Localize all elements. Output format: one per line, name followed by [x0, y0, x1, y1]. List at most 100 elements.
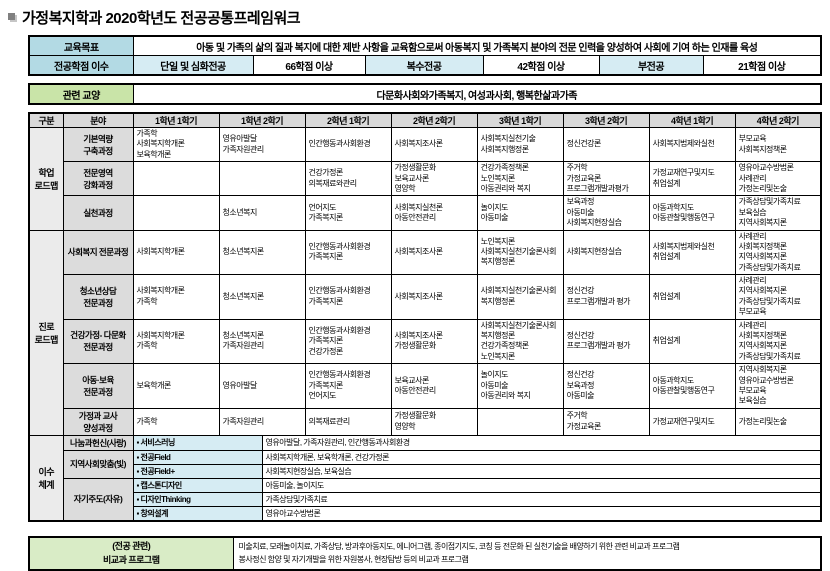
course-cell: 사회복지학개론 가족학: [132, 274, 220, 320]
course-name: 가정생활문화: [394, 163, 437, 173]
column-header-semester: 1학년 1학기: [132, 112, 220, 128]
course-name: 주거학: [566, 411, 588, 421]
course-name: 정신건강: [566, 286, 595, 296]
liberal-arts-text: 다문화사회와가족복지, 여성과사회, 행복한삶과가족: [132, 83, 822, 105]
course-name: 사회복지실천기술: [480, 134, 536, 144]
goal-credits-table: 교육목표 아동 및 가족의 삶의 질과 복지에 대한 제반 사항을 교육함으로써…: [28, 35, 823, 76]
course-name: 지역사회복지론: [738, 286, 788, 296]
category-label: 기본역량 구축과정: [62, 126, 134, 163]
curriculum-row: 청소년상담 전문과정 사회복지학개론 가족학 청소년복지론 인간행동과사회환경 가족복지론…: [29, 274, 822, 320]
course-name: 보육학개론: [136, 380, 172, 390]
course-name: 영양학: [394, 421, 416, 431]
course-name: 사회복지현장실습: [566, 218, 622, 228]
program-name: ▪ 전공Field: [132, 449, 263, 465]
curriculum-row: 건강가정- 다문화 전문과정 사회복지학개론 가족학 청소년복지론 가족자원관리 인간행동…: [29, 318, 822, 365]
program-courses: 사회복지학개론, 보육학개론, 건강가정론: [261, 449, 822, 465]
program-courses: 가족상담및가족치료: [261, 491, 822, 507]
course-name: 가정교재연구및지도: [652, 168, 715, 178]
course-cell: 보육학개론: [132, 363, 220, 409]
course-name: 가족학: [136, 341, 158, 351]
page-title: 가정복지학과 2020학년도 전공공통프레임워크: [22, 10, 301, 27]
course-name: 사회복지학개론: [136, 286, 186, 296]
course-name: 아동안전관리: [394, 385, 437, 395]
course-name: 가정교육론: [566, 421, 602, 431]
course-cell: 놀이지도 아동미술 아동권리와 복지: [476, 363, 564, 409]
course-cell: 사회복지실천기술론사회복지행정론: [476, 274, 564, 320]
system-category-label: 지역사회맞춤(빛): [62, 449, 134, 479]
course-cell: 주거학 가정교육론 프로그램개발과평가: [562, 161, 650, 197]
program-name: ▪ 전공Field+: [132, 463, 263, 479]
program-courses: 영유아교수방법론: [261, 505, 822, 522]
course-name: 아동미술: [566, 391, 595, 401]
course-name: 건강가정론: [308, 346, 344, 356]
course-name: 사회복지조사론: [394, 291, 444, 301]
course-name: 사례관리: [738, 173, 767, 183]
course-name: 가족자원관리: [222, 341, 265, 351]
course-name: 사회복지실천론: [394, 202, 444, 212]
course-cell: 가족학: [132, 407, 220, 436]
course-name: 사회복지조사론: [394, 247, 444, 257]
course-name: 사회복지실천기술론사회복지행정론: [480, 247, 557, 267]
course-name: 가정교육론: [566, 173, 602, 183]
curriculum-row: 실천과정 청소년복지 언어지도 가족복지론 사회복지실천론 아동안전관리 놀이지도 아동미술 보…: [29, 195, 822, 231]
course-name: 노인복지론: [480, 236, 516, 246]
group-label: 학업 로드맵: [28, 127, 64, 231]
group-label: 이수 체계: [28, 434, 64, 522]
system-row: ▪ 전공Field+ 사회복지현장실습, 보육실습: [29, 463, 822, 479]
course-cell: [476, 407, 564, 436]
course-name: 영유아교수방법론: [738, 375, 794, 385]
system-category-label: 자기주도(자유): [62, 477, 134, 522]
education-goal-label: 교육목표: [28, 35, 134, 56]
course-name: 사회복지법제와실천: [652, 139, 715, 149]
course-name: 프로그램개발과 평가: [566, 296, 631, 306]
note-label-line1: (전공 관련): [112, 541, 151, 552]
course-cell: 사회복지법제와실천 취업설계: [648, 229, 736, 276]
course-name: 가족상담및가족치료: [738, 262, 801, 272]
course-name: 사례관리: [738, 276, 767, 286]
course-cell: 정신건강 보육과정 아동미술: [562, 363, 650, 409]
course-cell: 청소년복지론: [218, 229, 306, 276]
course-name: 가족상담및가족치료: [738, 296, 801, 306]
course-cell: [132, 161, 220, 197]
course-cell: 지역사회복지론 영유아교수방법론 부모교육 보육실습: [734, 363, 822, 409]
program-courses: 영유아발달, 가족자원관리, 인간행동과사회환경: [261, 434, 822, 451]
course-cell: 의복재료관리: [304, 407, 392, 436]
course-name: 사회복지조사론: [394, 331, 444, 341]
course-cell: 취업설계: [648, 274, 736, 320]
course-name: 가족복지론: [308, 380, 344, 390]
course-name: 아동미술: [480, 380, 509, 390]
course-cell: 인간행동과사회환경: [304, 126, 392, 163]
course-cell: 청소년복지론 가족자원관리: [218, 318, 306, 365]
course-name: 지역사회복지론: [738, 218, 788, 228]
course-name: 사회복지학개론: [136, 247, 186, 257]
column-header-semester: 4학년 2학기: [734, 112, 822, 128]
course-name: 사회복지학개론: [136, 331, 186, 341]
course-name: 가족복지론: [308, 212, 344, 222]
course-name: 의복재료관리: [308, 416, 351, 426]
curriculum-row: 전문영역 강화과정 건강가정론 의복재료와관리 가정생활문화 보육교사론 영양학 건강가족정…: [29, 161, 822, 197]
program-name: ▪ 서비스러닝: [132, 434, 263, 451]
course-cell: 사회복지법제와실천: [648, 126, 736, 163]
course-name: 영유아발달: [222, 134, 258, 144]
course-cell: 가정생활문화 보육교사론 영양학: [390, 161, 478, 197]
course-cell: 아동과학지도 아동관찰및행동연구: [648, 363, 736, 409]
credit-value: 42학점 이상: [482, 55, 600, 76]
course-cell: 영유아발달 가족자원관리: [218, 126, 306, 163]
course-name: 지역사회복지론: [738, 365, 788, 375]
course-cell: 정신건강론: [562, 126, 650, 163]
course-cell: 사례관리 사회복지정책론 지역사회복지론 가족상담및가족치료: [734, 318, 822, 365]
course-name: 청소년복지론: [222, 247, 265, 257]
education-goal-text: 아동 및 가족의 삶의 질과 복지에 대한 제반 사항을 교육함으로써 아동복지…: [132, 35, 822, 56]
course-name: 건강가족정책론: [480, 341, 530, 351]
course-name: 청소년복지론: [222, 331, 265, 341]
column-header-gubun: 구분: [28, 112, 64, 128]
course-name: 취업설계: [652, 252, 681, 262]
course-name: 사회복지조사론: [394, 139, 444, 149]
course-name: 영양학: [394, 183, 416, 193]
course-name: 사회복지정책론: [738, 241, 788, 251]
course-name: 정신건강: [566, 370, 595, 380]
column-header-semester: 1학년 2학기: [218, 112, 306, 128]
course-name: 사회복지실천기술론사회복지행정론: [480, 320, 557, 341]
course-name: 지역사회복지론: [738, 252, 788, 262]
course-name: 가족자원관리: [222, 416, 265, 426]
